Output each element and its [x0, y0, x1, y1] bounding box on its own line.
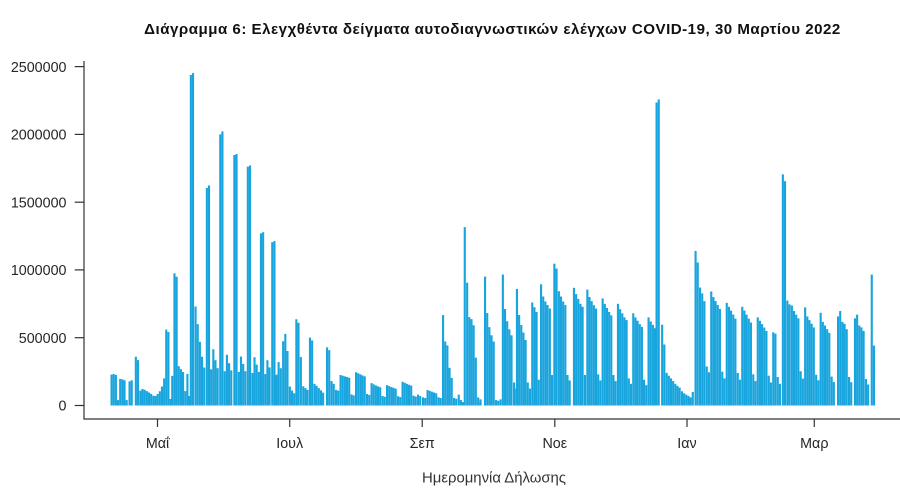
svg-text:0: 0 [59, 399, 67, 415]
svg-text:2500000: 2500000 [11, 60, 67, 76]
svg-text:Ιαν: Ιαν [677, 436, 696, 452]
svg-text:Μαρ: Μαρ [800, 436, 828, 452]
svg-text:Ημερομηνία Δήλωσης: Ημερομηνία Δήλωσης [422, 470, 566, 486]
svg-text:Μαΐ: Μαΐ [146, 436, 170, 452]
svg-text:Σεπ: Σεπ [410, 436, 435, 452]
svg-text:Διάγραμμα 6: Ελεγχθέντα δείγμα: Διάγραμμα 6: Ελεγχθέντα δείγματα αυτοδια… [144, 21, 841, 38]
svg-text:1000000: 1000000 [11, 263, 67, 279]
svg-text:1500000: 1500000 [11, 195, 67, 211]
svg-text:Νοε: Νοε [542, 436, 567, 452]
svg-text:Ιουλ: Ιουλ [276, 436, 304, 452]
svg-text:2000000: 2000000 [11, 128, 67, 144]
svg-text:500000: 500000 [19, 331, 67, 347]
